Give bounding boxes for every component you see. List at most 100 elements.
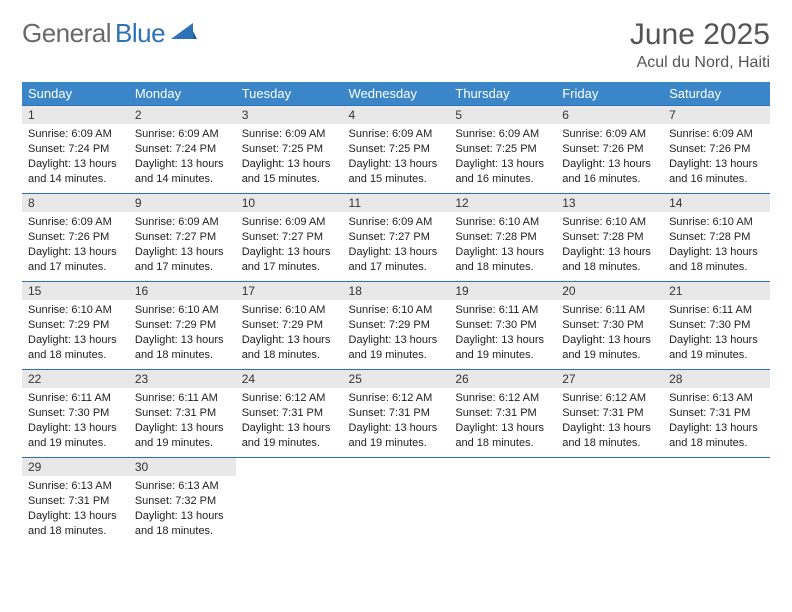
- calendar-day-cell: 12Sunrise: 6:10 AMSunset: 7:28 PMDayligh…: [449, 194, 556, 282]
- calendar-day-cell: 24Sunrise: 6:12 AMSunset: 7:31 PMDayligh…: [236, 370, 343, 458]
- brand-main: General: [22, 18, 111, 49]
- sunrise-line: Sunrise: 6:10 AM: [455, 215, 550, 230]
- day-number: 21: [663, 282, 770, 300]
- day-number: 14: [663, 194, 770, 212]
- weekday-header: Thursday: [449, 82, 556, 106]
- day-number: 27: [556, 370, 663, 388]
- day-number: 8: [22, 194, 129, 212]
- day-content: Sunrise: 6:12 AMSunset: 7:31 PMDaylight:…: [343, 388, 450, 456]
- sunset-line: Sunset: 7:25 PM: [349, 142, 444, 157]
- sunrise-line: Sunrise: 6:09 AM: [135, 215, 230, 230]
- daylight-line: Daylight: 13 hours and 18 minutes.: [135, 333, 230, 363]
- sunset-line: Sunset: 7:24 PM: [135, 142, 230, 157]
- calendar-day-cell: 11Sunrise: 6:09 AMSunset: 7:27 PMDayligh…: [343, 194, 450, 282]
- daylight-line: Daylight: 13 hours and 18 minutes.: [669, 245, 764, 275]
- calendar-day-cell: 3Sunrise: 6:09 AMSunset: 7:25 PMDaylight…: [236, 106, 343, 194]
- calendar-day-cell: 7Sunrise: 6:09 AMSunset: 7:26 PMDaylight…: [663, 106, 770, 194]
- location-label: Acul du Nord, Haiti: [630, 54, 770, 72]
- sunset-line: Sunset: 7:26 PM: [28, 230, 123, 245]
- sunset-line: Sunset: 7:28 PM: [562, 230, 657, 245]
- calendar-day-cell: [449, 458, 556, 546]
- sunset-line: Sunset: 7:25 PM: [455, 142, 550, 157]
- sunset-line: Sunset: 7:30 PM: [28, 406, 123, 421]
- sunrise-line: Sunrise: 6:09 AM: [28, 127, 123, 142]
- sunrise-line: Sunrise: 6:12 AM: [562, 391, 657, 406]
- daylight-line: Daylight: 13 hours and 18 minutes.: [455, 245, 550, 275]
- calendar-day-cell: 14Sunrise: 6:10 AMSunset: 7:28 PMDayligh…: [663, 194, 770, 282]
- sunset-line: Sunset: 7:28 PM: [455, 230, 550, 245]
- sunset-line: Sunset: 7:27 PM: [242, 230, 337, 245]
- day-content: Sunrise: 6:11 AMSunset: 7:30 PMDaylight:…: [449, 300, 556, 368]
- day-number: 12: [449, 194, 556, 212]
- calendar-day-cell: 30Sunrise: 6:13 AMSunset: 7:32 PMDayligh…: [129, 458, 236, 546]
- sunset-line: Sunset: 7:26 PM: [562, 142, 657, 157]
- daylight-line: Daylight: 13 hours and 19 minutes.: [455, 333, 550, 363]
- calendar-week-row: 1Sunrise: 6:09 AMSunset: 7:24 PMDaylight…: [22, 106, 770, 194]
- sunset-line: Sunset: 7:27 PM: [349, 230, 444, 245]
- sunset-line: Sunset: 7:32 PM: [135, 494, 230, 509]
- calendar-week-row: 8Sunrise: 6:09 AMSunset: 7:26 PMDaylight…: [22, 194, 770, 282]
- calendar-week-row: 29Sunrise: 6:13 AMSunset: 7:31 PMDayligh…: [22, 458, 770, 546]
- sunrise-line: Sunrise: 6:10 AM: [562, 215, 657, 230]
- sunset-line: Sunset: 7:31 PM: [455, 406, 550, 421]
- sunrise-line: Sunrise: 6:11 AM: [562, 303, 657, 318]
- calendar-day-cell: 6 Sunrise: 6:09 AMSunset: 7:26 PMDaylight…: [556, 106, 663, 194]
- daylight-line: Daylight: 13 hours and 17 minutes.: [349, 245, 444, 275]
- day-number: 3: [236, 106, 343, 124]
- brand-triangle-icon: [171, 21, 197, 46]
- day-content: Sunrise: 6:10 AMSunset: 7:28 PMDaylight:…: [663, 212, 770, 280]
- calendar-day-cell: [343, 458, 450, 546]
- daylight-line: Daylight: 13 hours and 14 minutes.: [28, 157, 123, 187]
- day-content: Sunrise: 6:11 AMSunset: 7:30 PMDaylight:…: [556, 300, 663, 368]
- day-content: Sunrise: 6:10 AMSunset: 7:28 PMDaylight:…: [449, 212, 556, 280]
- day-content: Sunrise: 6:10 AMSunset: 7:28 PMDaylight:…: [556, 212, 663, 280]
- daylight-line: Daylight: 13 hours and 18 minutes.: [455, 421, 550, 451]
- daylight-line: Daylight: 13 hours and 17 minutes.: [242, 245, 337, 275]
- day-content: Sunrise: 6:09 AMSunset: 7:26 PMDaylight:…: [663, 124, 770, 192]
- day-content: Sunrise: 6:13 AMSunset: 7:31 PMDaylight:…: [22, 476, 129, 544]
- day-number: 6: [556, 106, 663, 124]
- calendar-day-cell: 5Sunrise: 6:09 AMSunset: 7:25 PMDaylight…: [449, 106, 556, 194]
- sunrise-line: Sunrise: 6:09 AM: [28, 215, 123, 230]
- sunrise-line: Sunrise: 6:10 AM: [135, 303, 230, 318]
- day-content: Sunrise: 6:10 AMSunset: 7:29 PMDaylight:…: [343, 300, 450, 368]
- day-content: Sunrise: 6:09 AMSunset: 7:24 PMDaylight:…: [22, 124, 129, 192]
- day-content: Sunrise: 6:11 AMSunset: 7:31 PMDaylight:…: [129, 388, 236, 456]
- daylight-line: Daylight: 13 hours and 18 minutes.: [242, 333, 337, 363]
- sunrise-line: Sunrise: 6:11 AM: [135, 391, 230, 406]
- day-number: 10: [236, 194, 343, 212]
- sunset-line: Sunset: 7:28 PM: [669, 230, 764, 245]
- calendar-table: SundayMondayTuesdayWednesdayThursdayFrid…: [22, 82, 770, 546]
- daylight-line: Daylight: 13 hours and 15 minutes.: [349, 157, 444, 187]
- day-content: Sunrise: 6:12 AMSunset: 7:31 PMDaylight:…: [449, 388, 556, 456]
- daylight-line: Daylight: 13 hours and 19 minutes.: [349, 421, 444, 451]
- day-number: 18: [343, 282, 450, 300]
- sunset-line: Sunset: 7:31 PM: [562, 406, 657, 421]
- sunrise-line: Sunrise: 6:09 AM: [669, 127, 764, 142]
- calendar-day-cell: 29Sunrise: 6:13 AMSunset: 7:31 PMDayligh…: [22, 458, 129, 546]
- brand-sub: Blue: [115, 18, 165, 49]
- day-number: 7: [663, 106, 770, 124]
- day-content: Sunrise: 6:10 AMSunset: 7:29 PMDaylight:…: [22, 300, 129, 368]
- daylight-line: Daylight: 13 hours and 18 minutes.: [562, 245, 657, 275]
- calendar-day-cell: 27Sunrise: 6:12 AMSunset: 7:31 PMDayligh…: [556, 370, 663, 458]
- daylight-line: Daylight: 13 hours and 19 minutes.: [562, 333, 657, 363]
- day-number: 13: [556, 194, 663, 212]
- day-content: Sunrise: 6:10 AMSunset: 7:29 PMDaylight:…: [236, 300, 343, 368]
- sunrise-line: Sunrise: 6:09 AM: [349, 127, 444, 142]
- sunset-line: Sunset: 7:29 PM: [28, 318, 123, 333]
- calendar-day-cell: 22Sunrise: 6:11 AMSunset: 7:30 PMDayligh…: [22, 370, 129, 458]
- sunset-line: Sunset: 7:30 PM: [669, 318, 764, 333]
- sunset-line: Sunset: 7:29 PM: [242, 318, 337, 333]
- day-number: 11: [343, 194, 450, 212]
- daylight-line: Daylight: 13 hours and 18 minutes.: [669, 421, 764, 451]
- day-number: 26: [449, 370, 556, 388]
- sunset-line: Sunset: 7:30 PM: [455, 318, 550, 333]
- weekday-header-row: SundayMondayTuesdayWednesdayThursdayFrid…: [22, 82, 770, 106]
- day-content: Sunrise: 6:09 AMSunset: 7:27 PMDaylight:…: [236, 212, 343, 280]
- daylight-line: Daylight: 13 hours and 16 minutes.: [562, 157, 657, 187]
- calendar-body: 1Sunrise: 6:09 AMSunset: 7:24 PMDaylight…: [22, 106, 770, 546]
- sunset-line: Sunset: 7:31 PM: [349, 406, 444, 421]
- sunrise-line: Sunrise: 6:09 AM: [562, 127, 657, 142]
- calendar-day-cell: 28Sunrise: 6:13 AMSunset: 7:31 PMDayligh…: [663, 370, 770, 458]
